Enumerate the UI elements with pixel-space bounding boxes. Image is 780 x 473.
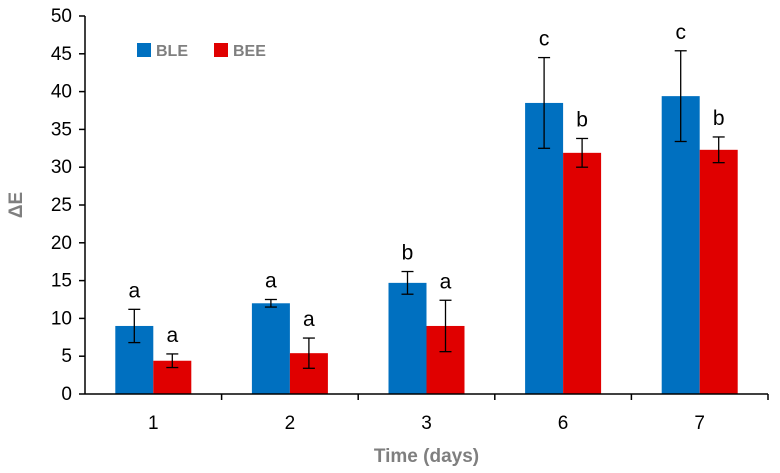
y-tick-label: 25 — [51, 195, 72, 216]
bar-bee — [699, 149, 738, 394]
bar-ble — [251, 303, 290, 394]
legend-swatch-ble — [137, 43, 151, 57]
legend-label-bee: BEE — [233, 43, 266, 60]
y-tick-label: 45 — [51, 44, 72, 65]
y-tick-label: 10 — [51, 308, 72, 329]
legend: BLE BEE — [137, 43, 266, 60]
error-bars — [128, 50, 725, 369]
bars — [115, 96, 738, 395]
y-tick-label: 20 — [51, 233, 72, 254]
bar-ble — [388, 282, 427, 394]
significance-label: b — [402, 242, 414, 265]
y-axis-ticks: 0 5 10 15 20 25 30 35 40 45 50 — [51, 6, 85, 405]
bar-bee — [563, 152, 602, 394]
significance-label: a — [166, 324, 178, 347]
y-tick-label: 5 — [61, 346, 72, 367]
legend-label-ble: BLE — [156, 43, 188, 60]
significance-label: c — [539, 28, 550, 51]
significance-label: a — [265, 270, 277, 293]
x-tick-label: 7 — [694, 413, 705, 434]
x-axis-ticks: 1 2 3 6 7 — [148, 394, 769, 434]
significance-label: b — [713, 107, 725, 130]
y-tick-label: 40 — [51, 82, 72, 103]
y-tick-label: 50 — [51, 6, 72, 27]
bar-ble — [661, 96, 700, 395]
y-tick-label: 35 — [51, 119, 72, 140]
y-axis-title: ΔE — [6, 192, 27, 218]
significance-labels: a a a a b a c b c b — [128, 21, 724, 347]
bar-ble — [525, 102, 564, 394]
y-tick-label: 15 — [51, 271, 72, 292]
significance-label: a — [440, 270, 452, 293]
significance-label: c — [675, 21, 686, 44]
y-tick-label: 30 — [51, 157, 72, 178]
significance-label: a — [128, 279, 140, 302]
y-tick-label: 0 — [61, 384, 72, 405]
x-tick-label: 2 — [285, 413, 296, 434]
significance-label: b — [576, 108, 588, 131]
legend-swatch-bee — [214, 43, 228, 57]
x-axis-title: Time (days) — [374, 446, 479, 467]
x-tick-label: 1 — [148, 413, 159, 434]
significance-label: a — [303, 308, 315, 331]
x-tick-label: 6 — [558, 413, 569, 434]
x-tick-label: 3 — [421, 413, 432, 434]
